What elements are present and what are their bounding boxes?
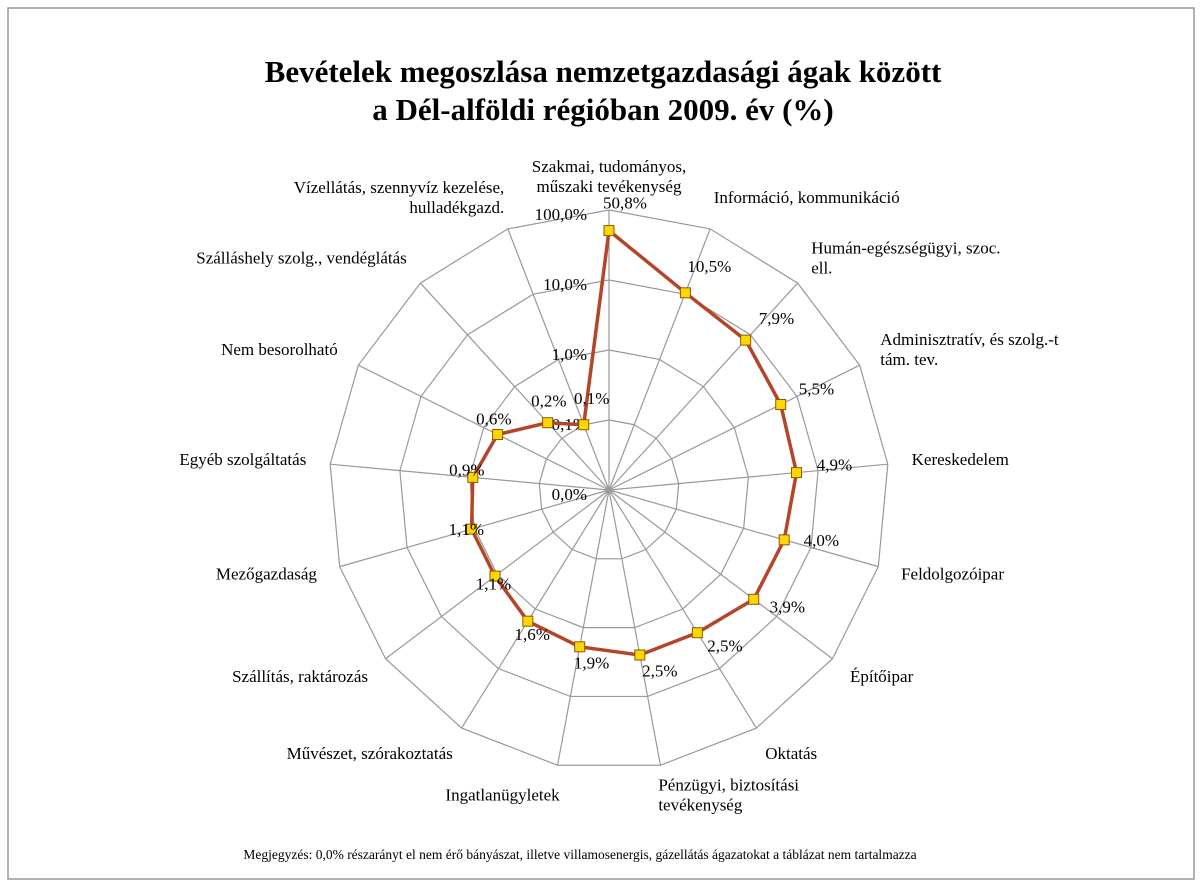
marker — [489, 570, 501, 582]
data-label: 5,5% — [799, 380, 834, 399]
grid-ring — [468, 349, 750, 629]
data-label: 3,9% — [770, 597, 805, 616]
data-label: 1,1% — [449, 520, 484, 539]
marker — [542, 417, 554, 429]
category-label: Vízellátás, szennyvíz kezelése, hulladékg… — [294, 178, 505, 217]
spoke — [608, 489, 833, 660]
category-label: Szálláshely szolg., vendéglátás — [196, 248, 407, 267]
category-label: Információ, kommunikáció — [714, 188, 900, 207]
spoke — [608, 364, 860, 491]
data-label: 4,9% — [817, 456, 852, 475]
spoke — [608, 228, 711, 491]
data-label: 2,5% — [642, 662, 677, 681]
data-label: 4,0% — [804, 531, 839, 550]
data-label: 2,5% — [707, 636, 742, 655]
marker — [492, 429, 504, 441]
axis-tick-label: 1,0% — [552, 345, 587, 364]
chart-title: Bevételek megoszlása nemzetgazdasági ága… — [265, 54, 942, 127]
data-label: 0,1% — [574, 389, 609, 408]
category-label: Pénzügyi, biztosítási tevékenység — [658, 776, 799, 815]
series-line — [469, 228, 799, 657]
note: Megjegyzés: 0,0% részarányt el nem érő b… — [243, 847, 916, 862]
grid-ring — [399, 279, 819, 698]
spoke — [608, 463, 888, 491]
marker — [691, 627, 703, 639]
marker — [679, 287, 691, 299]
marker — [522, 615, 534, 627]
marker — [603, 225, 615, 237]
data-label: 7,9% — [759, 309, 794, 328]
axis-tick-label: 100,0% — [535, 205, 587, 224]
category-label: Művészet, szórakoztatás — [287, 744, 453, 763]
category-label: Szállítás, raktározás — [232, 667, 368, 686]
marker — [466, 523, 478, 535]
spoke — [507, 228, 610, 491]
grid-ring — [538, 419, 680, 560]
category-label: Építőipar — [850, 667, 914, 686]
chart-frame — [7, 7, 1195, 880]
spoke — [608, 489, 757, 729]
data-label: 0,9% — [449, 460, 484, 479]
data-label: 1,1% — [476, 574, 511, 593]
marker — [574, 641, 586, 653]
data-label: 0,2% — [531, 391, 566, 410]
marker — [634, 649, 646, 661]
axis-tick-label: 10,0% — [543, 275, 587, 294]
category-label: Feldolgozóipar — [901, 564, 1004, 583]
data-label: 1,6% — [514, 625, 549, 644]
spoke — [608, 282, 799, 491]
marker — [578, 419, 590, 431]
marker — [791, 467, 803, 479]
marker — [467, 471, 479, 483]
category-label: Nem besorolható — [221, 340, 338, 359]
category-label: Kereskedelem — [912, 450, 1009, 469]
category-label: Oktatás — [765, 744, 817, 763]
spoke — [608, 489, 879, 568]
marker — [778, 534, 790, 546]
marker — [740, 334, 752, 346]
spoke — [461, 489, 610, 729]
spoke — [419, 282, 610, 491]
marker — [748, 593, 760, 605]
category-label: Egyéb szolgáltatás — [179, 450, 306, 469]
data-label: 1,9% — [574, 653, 609, 672]
marker — [775, 398, 787, 410]
spoke — [608, 489, 662, 766]
data-label: 50,8% — [603, 193, 647, 212]
data-label: 0,6% — [476, 410, 511, 429]
axis-tick-label: 0,0% — [552, 485, 587, 504]
spoke — [358, 364, 610, 491]
grid-ring — [329, 209, 889, 766]
category-label: Ingatlanügyletek — [445, 786, 560, 805]
category-label: Mezőgazdaság — [216, 564, 318, 583]
category-label: Szakmai, tudományos, műszaki tevékenység — [532, 157, 686, 196]
spoke — [556, 489, 610, 766]
category-label: Humán-egészségügyi, szoc. ell. — [811, 238, 1000, 277]
category-label: Adminisztratív, és szolg.-t tám. tev. — [880, 330, 1059, 369]
data-label: 10,5% — [687, 257, 731, 276]
